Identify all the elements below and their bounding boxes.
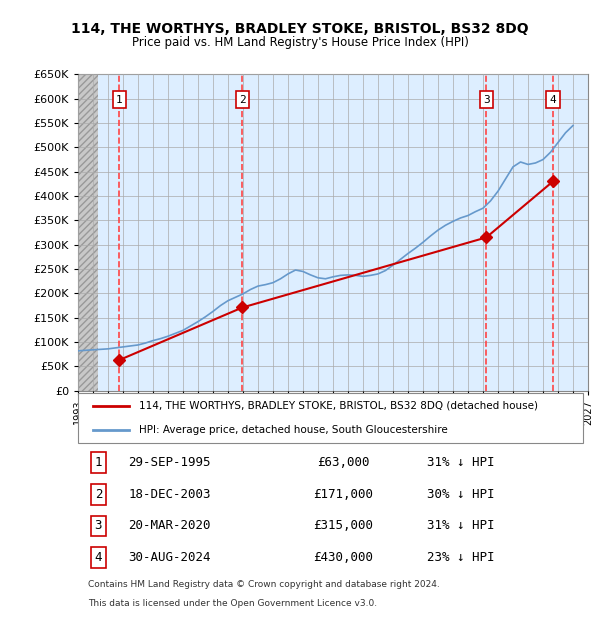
Text: 18-DEC-2003: 18-DEC-2003 xyxy=(128,488,211,501)
Text: 2: 2 xyxy=(95,488,102,501)
Bar xyxy=(78,74,86,391)
Text: 31% ↓ HPI: 31% ↓ HPI xyxy=(427,520,494,533)
Text: 3: 3 xyxy=(483,95,490,105)
Text: 23% ↓ HPI: 23% ↓ HPI xyxy=(427,551,494,564)
Text: £430,000: £430,000 xyxy=(313,551,373,564)
Text: 2: 2 xyxy=(239,95,246,105)
Text: HPI: Average price, detached house, South Gloucestershire: HPI: Average price, detached house, Sout… xyxy=(139,425,448,435)
Text: £171,000: £171,000 xyxy=(313,488,373,501)
Text: Contains HM Land Registry data © Crown copyright and database right 2024.: Contains HM Land Registry data © Crown c… xyxy=(88,580,440,590)
Text: £63,000: £63,000 xyxy=(317,456,370,469)
Text: Price paid vs. HM Land Registry's House Price Index (HPI): Price paid vs. HM Land Registry's House … xyxy=(131,36,469,49)
Text: 4: 4 xyxy=(95,551,102,564)
Text: This data is licensed under the Open Government Licence v3.0.: This data is licensed under the Open Gov… xyxy=(88,598,377,608)
Text: 29-SEP-1995: 29-SEP-1995 xyxy=(128,456,211,469)
Text: 20-MAR-2020: 20-MAR-2020 xyxy=(128,520,211,533)
Text: £315,000: £315,000 xyxy=(313,520,373,533)
FancyBboxPatch shape xyxy=(78,393,583,443)
Text: 4: 4 xyxy=(550,95,556,105)
Text: 114, THE WORTHYS, BRADLEY STOKE, BRISTOL, BS32 8DQ: 114, THE WORTHYS, BRADLEY STOKE, BRISTOL… xyxy=(71,22,529,36)
Text: 30% ↓ HPI: 30% ↓ HPI xyxy=(427,488,494,501)
Text: 31% ↓ HPI: 31% ↓ HPI xyxy=(427,456,494,469)
Text: 1: 1 xyxy=(95,456,102,469)
Text: 114, THE WORTHYS, BRADLEY STOKE, BRISTOL, BS32 8DQ (detached house): 114, THE WORTHYS, BRADLEY STOKE, BRISTOL… xyxy=(139,401,538,411)
Text: 30-AUG-2024: 30-AUG-2024 xyxy=(128,551,211,564)
Text: 1: 1 xyxy=(116,95,122,105)
FancyBboxPatch shape xyxy=(78,74,97,391)
Text: 3: 3 xyxy=(95,520,102,533)
